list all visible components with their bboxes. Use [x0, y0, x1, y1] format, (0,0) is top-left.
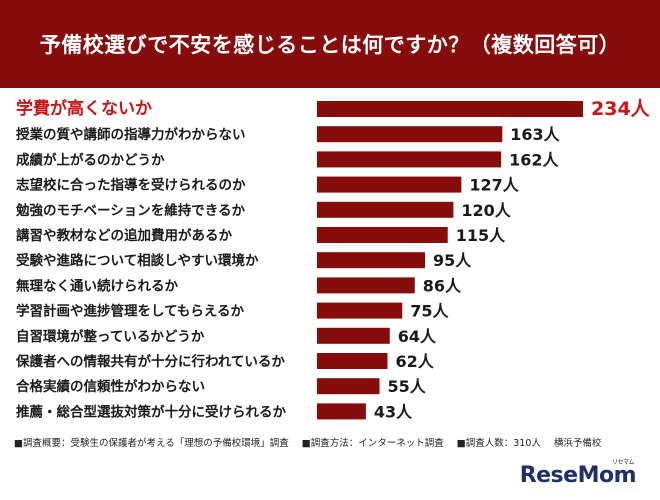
bar	[317, 277, 415, 294]
value-label: 43人	[374, 402, 413, 421]
bar	[317, 327, 390, 344]
category-label: 受験や進路について相談しやすい環境か	[16, 252, 259, 269]
category-label: 成績が上がるのかどうか	[16, 151, 165, 168]
value-label: 234人	[591, 98, 651, 120]
bar	[317, 151, 502, 168]
value-label: 120人	[461, 201, 511, 220]
category-label: 推薦・総合型選抜対策が十分に受けられるか	[16, 403, 286, 420]
value-label: 75人	[410, 302, 449, 321]
bar	[317, 353, 388, 369]
bar	[317, 126, 503, 143]
value-label: 95人	[433, 251, 472, 270]
value-label: 86人	[423, 276, 462, 295]
category-label: 合格実績の信頼性がわからない	[16, 378, 205, 395]
value-label: 163人	[510, 125, 560, 144]
value-label: 64人	[398, 327, 437, 346]
logo-text: ReseMom	[519, 463, 637, 488]
value-label: 55人	[388, 377, 427, 396]
footnote-survey-method: ■調査方法：インターネット調査	[301, 438, 444, 449]
footnote: ■調査概要：受験生の保護者が考える「理想の予備校環境」調査 ■調査方法：インター…	[14, 435, 654, 449]
value-label: 127人	[469, 176, 519, 195]
category-label: 志望校に合った指導を受けられるのか	[16, 177, 246, 194]
bar	[317, 101, 583, 117]
value-label: 62人	[395, 352, 434, 371]
category-label: 授業の質や講師の指導力がわからない	[16, 126, 246, 143]
bar	[317, 378, 380, 395]
bar	[317, 201, 454, 218]
chart-title: 予備校選びで不安を感じることは何ですか？（複数回答可）	[0, 0, 660, 88]
value-label: 115人	[456, 226, 506, 245]
footnote-survey-count: ■調査人数：310人	[456, 438, 541, 449]
category-label: 勉強のモチベーションを維持できるか	[15, 202, 245, 219]
bar	[317, 302, 403, 319]
category-label: 無理なく通い続けられるか	[16, 277, 178, 294]
bar	[317, 252, 425, 269]
bar	[317, 176, 462, 193]
footnote-source: 横浜予備校	[553, 438, 602, 449]
bar	[317, 227, 448, 243]
bar	[317, 403, 366, 420]
category-label: 学習計画や進捗管理をしてもらえるか	[16, 303, 245, 320]
category-label: 講習や教材などの追加費用があるか	[16, 227, 232, 244]
category-label: 保護者への情報共有が十分に行われているか	[15, 353, 285, 370]
category-label: 学費が高くないか	[16, 98, 152, 119]
footnote-survey-overview: ■調査概要：受験生の保護者が考える「理想の予備校環境」調査	[14, 438, 289, 449]
resemom-logo: ReseMom リセマム	[519, 459, 637, 488]
value-label: 162人	[509, 150, 559, 169]
category-label: 自習環境が整っているかどうか	[16, 328, 205, 345]
logo-sub-text: リセマム	[611, 459, 635, 466]
